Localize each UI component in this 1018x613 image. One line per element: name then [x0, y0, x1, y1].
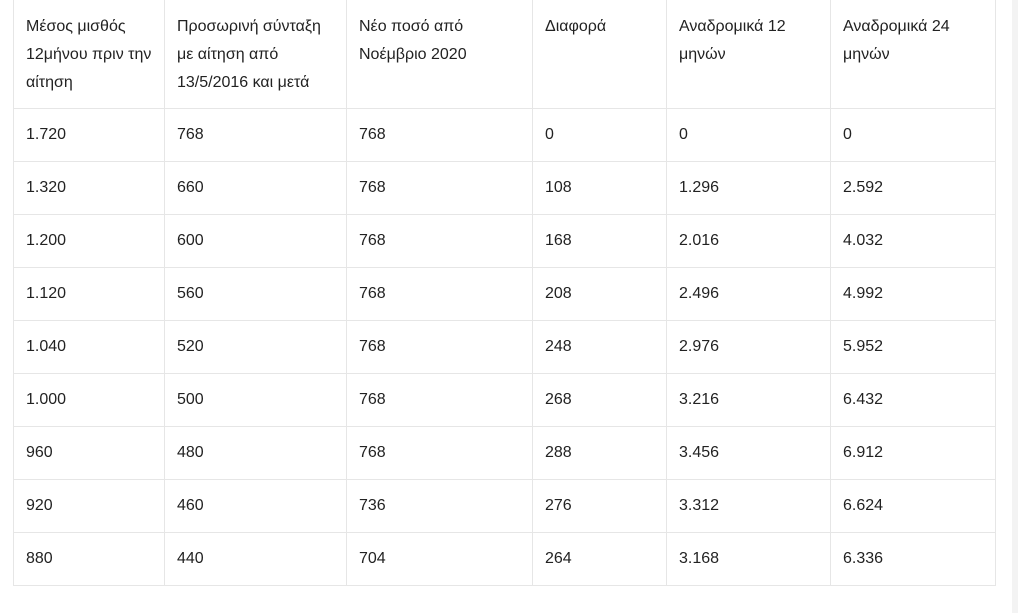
table-row: 880 440 704 264 3.168 6.336 [13, 532, 996, 586]
table-cell: 3.216 [666, 373, 831, 427]
table-cell: 6.432 [830, 373, 996, 427]
table-cell: 920 [13, 479, 165, 533]
table-row: 960 480 768 288 3.456 6.912 [13, 426, 996, 480]
table-cell: 768 [346, 267, 533, 321]
table-cell: 2.496 [666, 267, 831, 321]
table-cell: 6.624 [830, 479, 996, 533]
table-cell: 108 [532, 161, 667, 215]
table-cell: 2.592 [830, 161, 996, 215]
table-row: 1.200 600 768 168 2.016 4.032 [13, 214, 996, 268]
table-cell: 1.296 [666, 161, 831, 215]
table-cell: 5.952 [830, 320, 996, 374]
table-cell: 6.336 [830, 532, 996, 586]
column-header: Προσωρινή σύνταξη με αίτηση από 13/5/201… [164, 0, 347, 109]
table-cell: 3.168 [666, 532, 831, 586]
table-cell: 768 [164, 108, 347, 162]
table-cell: 4.992 [830, 267, 996, 321]
table-cell: 560 [164, 267, 347, 321]
column-header: Νέο ποσό από Νοέμβριο 2020 [346, 0, 533, 109]
table-cell: 768 [346, 161, 533, 215]
table-cell: 768 [346, 426, 533, 480]
table-cell: 248 [532, 320, 667, 374]
table-cell: 768 [346, 108, 533, 162]
table-cell: 264 [532, 532, 667, 586]
table-cell: 1.000 [13, 373, 165, 427]
table-cell: 0 [532, 108, 667, 162]
table-cell: 3.312 [666, 479, 831, 533]
table-row: 1.720 768 768 0 0 0 [13, 108, 996, 162]
table-cell: 0 [666, 108, 831, 162]
table-cell: 6.912 [830, 426, 996, 480]
table-cell: 768 [346, 320, 533, 374]
table-cell: 208 [532, 267, 667, 321]
table-row: 1.120 560 768 208 2.496 4.992 [13, 267, 996, 321]
table-cell: 168 [532, 214, 667, 268]
table-cell: 2.016 [666, 214, 831, 268]
table-cell: 500 [164, 373, 347, 427]
table-cell: 288 [532, 426, 667, 480]
table-row: 1.000 500 768 268 3.216 6.432 [13, 373, 996, 427]
table-cell: 1.720 [13, 108, 165, 162]
table-header-row: Μέσος μισθός 12μήνου πριν την αίτηση Προσ… [13, 0, 996, 109]
table-row: 920 460 736 276 3.312 6.624 [13, 479, 996, 533]
table-cell: 520 [164, 320, 347, 374]
column-header: Αναδρομικά 24 μηνών [830, 0, 996, 109]
table-cell: 960 [13, 426, 165, 480]
table-cell: 1.200 [13, 214, 165, 268]
table-cell: 880 [13, 532, 165, 586]
table-cell: 660 [164, 161, 347, 215]
column-header: Αναδρομικά 12 μηνών [666, 0, 831, 109]
table-cell: 0 [830, 108, 996, 162]
column-header: Διαφορά [532, 0, 667, 109]
table-cell: 276 [532, 479, 667, 533]
table-cell: 2.976 [666, 320, 831, 374]
table-cell: 3.456 [666, 426, 831, 480]
table-cell: 600 [164, 214, 347, 268]
table-cell: 460 [164, 479, 347, 533]
table-cell: 704 [346, 532, 533, 586]
column-header: Μέσος μισθός 12μήνου πριν την αίτηση [13, 0, 165, 109]
scrollbar-track[interactable] [1012, 0, 1018, 613]
table-cell: 1.040 [13, 320, 165, 374]
table-cell: 268 [532, 373, 667, 427]
table-cell: 4.032 [830, 214, 996, 268]
table-cell: 480 [164, 426, 347, 480]
table-cell: 736 [346, 479, 533, 533]
table-cell: 1.120 [13, 267, 165, 321]
table-cell: 440 [164, 532, 347, 586]
table-row: 1.040 520 768 248 2.976 5.952 [13, 320, 996, 374]
table-cell: 768 [346, 214, 533, 268]
table-cell: 1.320 [13, 161, 165, 215]
pension-table: Μέσος μισθός 12μήνου πριν την αίτηση Προσ… [13, 0, 996, 586]
table-cell: 768 [346, 373, 533, 427]
table-row: 1.320 660 768 108 1.296 2.592 [13, 161, 996, 215]
